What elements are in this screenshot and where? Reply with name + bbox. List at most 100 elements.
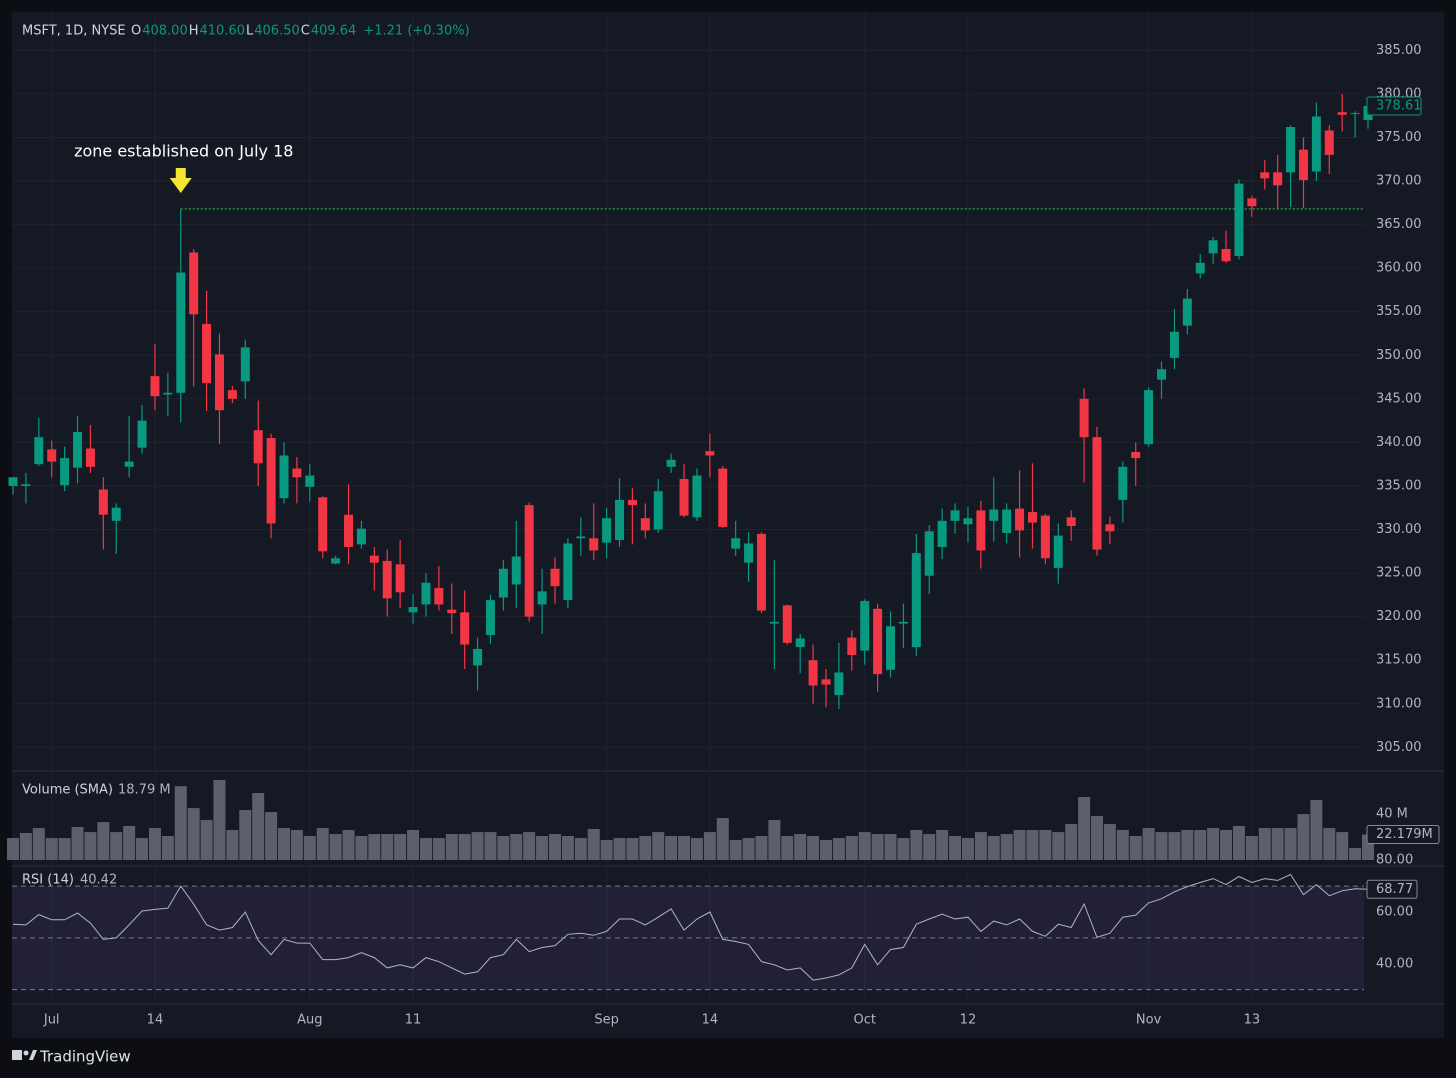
candle-body <box>214 354 224 411</box>
candle-body <box>679 478 689 516</box>
y-tick-label: 330.00 <box>1376 522 1422 537</box>
candle-body <box>344 514 354 547</box>
volume-bar <box>1284 828 1297 860</box>
volume-bar <box>1039 830 1052 860</box>
candle-body <box>408 607 418 613</box>
candle-body <box>524 505 534 617</box>
candle-body <box>615 499 625 540</box>
ohlc-open: 408.00 <box>142 24 188 39</box>
volume-bar <box>213 780 226 860</box>
candle-body <box>589 538 599 551</box>
candle-body <box>240 347 250 382</box>
candle-body <box>47 449 57 462</box>
candle-body <box>382 560 392 599</box>
candle-body <box>1195 262 1205 274</box>
volume-bar <box>226 830 239 860</box>
volume-bar <box>587 828 600 860</box>
candle-body <box>1247 198 1257 207</box>
candle-body <box>331 558 341 564</box>
price-tag: 378.61 <box>1376 99 1422 114</box>
volume-bar <box>419 838 432 860</box>
volume-bar <box>381 834 394 860</box>
candle-body <box>653 491 663 530</box>
price-tag-box <box>1366 96 1422 116</box>
volume-bar <box>858 832 871 860</box>
candle-body <box>395 564 405 593</box>
candle-body <box>447 609 457 614</box>
y-tick-label: 335.00 <box>1376 478 1422 493</box>
candle-body <box>292 468 302 478</box>
volume-bar <box>303 835 316 860</box>
candle-body <box>808 660 818 686</box>
volume-bar <box>1168 832 1181 860</box>
volume-bar <box>1026 830 1039 860</box>
volume-bar <box>161 835 174 860</box>
ohlc-l_label: L <box>246 24 254 39</box>
ohlc-h_label: H <box>189 24 199 39</box>
x-tick-label: Aug <box>297 1013 322 1028</box>
volume-bar <box>1155 832 1168 860</box>
ohlc-high: 410.60 <box>200 24 246 39</box>
candle-body <box>1118 466 1128 500</box>
candle-body <box>124 461 134 467</box>
volume-bar <box>368 834 381 860</box>
candle-body <box>705 451 715 456</box>
candle-body <box>460 612 470 645</box>
y-tick-label: 375.00 <box>1376 130 1422 145</box>
volume-bar <box>871 834 884 860</box>
volume-bar <box>355 835 368 860</box>
volume-bar <box>781 835 794 860</box>
volume-bar <box>703 832 716 860</box>
ohlc-o_label: O <box>131 24 141 39</box>
volume-bar <box>884 834 897 860</box>
volume-bar <box>136 838 149 860</box>
volume-bar <box>549 834 561 860</box>
volume-bar <box>1129 835 1142 860</box>
candle-body <box>666 459 676 467</box>
volume-bar <box>123 826 136 860</box>
x-tick-label: 11 <box>405 1013 422 1028</box>
y-tick-label: 320.00 <box>1376 609 1422 624</box>
candle-body <box>1298 149 1308 181</box>
volume-bar <box>278 828 290 860</box>
volume-bar <box>1220 830 1233 860</box>
volume-bar <box>755 835 768 860</box>
candle-body <box>1053 535 1063 568</box>
volume-tag: 22.179M <box>1376 827 1433 842</box>
volume-bar <box>665 835 678 860</box>
candle-body <box>98 489 108 515</box>
candle-body <box>1324 130 1334 155</box>
volume-bar <box>97 822 110 860</box>
y-tick-label: 345.00 <box>1376 391 1422 406</box>
volume-bar <box>974 832 987 860</box>
y-tick-label: 385.00 <box>1376 43 1422 58</box>
volume-bar <box>923 834 936 860</box>
candle-body <box>1015 508 1025 531</box>
candle-body <box>756 533 766 611</box>
candle-body <box>834 672 844 696</box>
volume-bar <box>1349 848 1362 860</box>
volume-bar <box>561 835 574 860</box>
candle-body <box>60 458 70 486</box>
ohlc-low: 406.50 <box>254 24 300 39</box>
zone-annotation: zone established on July 18 <box>74 142 293 161</box>
candle-body <box>1027 512 1037 523</box>
y-tick-label: 315.00 <box>1376 653 1422 668</box>
volume-bar <box>690 838 703 860</box>
volume-bar <box>1078 797 1091 860</box>
candle-body <box>1002 509 1012 534</box>
volume-tag-box <box>1366 825 1440 845</box>
candle-body <box>434 587 444 605</box>
y-tick-label: 365.00 <box>1376 217 1422 232</box>
volume-bar <box>536 835 549 860</box>
ohlc-close: 409.64 <box>311 24 357 39</box>
candle-body <box>744 543 754 563</box>
volume-bar <box>1142 828 1155 860</box>
volume-bar <box>626 838 639 860</box>
candle-body <box>886 626 896 670</box>
volume-bar <box>458 834 471 860</box>
volume-bar <box>1181 830 1194 860</box>
candle-body <box>137 420 147 448</box>
volume-bar <box>187 808 200 860</box>
